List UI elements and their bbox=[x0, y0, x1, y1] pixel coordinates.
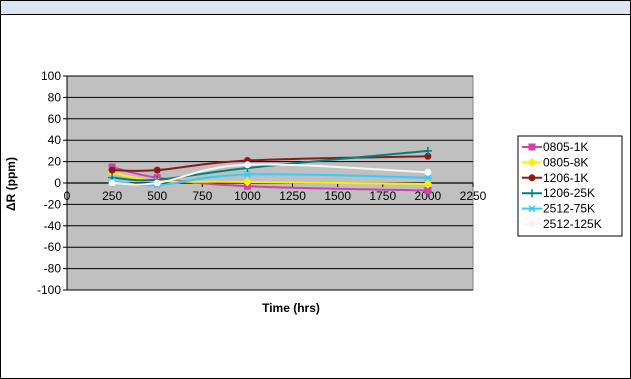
x-tick-label: 500 bbox=[147, 189, 167, 203]
data-point bbox=[243, 170, 252, 178]
legend-label: 2512-75K bbox=[543, 202, 595, 216]
series-line bbox=[111, 171, 428, 186]
header-band bbox=[1, 1, 630, 15]
data-point bbox=[243, 161, 251, 169]
x-tick-label: 1000 bbox=[234, 189, 261, 203]
x-tick-label: 0 bbox=[64, 189, 71, 203]
y-tick-label: -20 bbox=[44, 197, 62, 211]
data-point bbox=[153, 179, 161, 187]
x-tick-label: 250 bbox=[102, 189, 122, 203]
data-point bbox=[108, 166, 116, 174]
y-tick-label: 100 bbox=[41, 69, 61, 83]
legend-label: 0805-8K bbox=[543, 155, 588, 169]
legend-item: 1206-1K bbox=[522, 171, 588, 185]
data-point bbox=[423, 174, 432, 182]
y-tick-label: 60 bbox=[48, 112, 62, 126]
x-tick-label: 2250 bbox=[460, 189, 487, 203]
legend-box bbox=[517, 135, 623, 237]
x-tick-label: 750 bbox=[192, 189, 212, 203]
legend-item: 0805-8K bbox=[522, 155, 588, 169]
x-tick-label: 2000 bbox=[415, 189, 442, 203]
series-2512-125K bbox=[108, 161, 432, 187]
legend-label: 2512-125K bbox=[543, 217, 602, 231]
legend-item: 2512-75K bbox=[522, 202, 595, 216]
legend-marker bbox=[528, 220, 536, 228]
data-point bbox=[423, 179, 433, 189]
legend-item: 0805-1K bbox=[522, 140, 588, 154]
x-tick-label: 1750 bbox=[369, 189, 396, 203]
legend-label: 1206-1K bbox=[543, 171, 588, 185]
data-point bbox=[424, 186, 432, 194]
x-tick-label: 1250 bbox=[279, 189, 306, 203]
legend-label: 0805-1K bbox=[543, 140, 588, 154]
y-tick-label: -40 bbox=[44, 219, 62, 233]
y-tick-label: 80 bbox=[48, 90, 62, 104]
x-tick-label: 1500 bbox=[324, 189, 351, 203]
legend-item: 1206-25K bbox=[522, 186, 595, 200]
legend-label: 1206-25K bbox=[543, 186, 595, 200]
series-line bbox=[111, 165, 428, 192]
legend-marker bbox=[528, 174, 536, 182]
series-line bbox=[112, 149, 428, 182]
legend-marker bbox=[528, 143, 536, 151]
y-tick-label: 40 bbox=[48, 133, 62, 147]
legend-marker bbox=[528, 205, 536, 213]
data-point bbox=[424, 152, 432, 160]
y-tick-label: -100 bbox=[37, 283, 61, 297]
y-tick-label: -60 bbox=[44, 240, 62, 254]
legend-marker bbox=[527, 157, 537, 167]
data-point bbox=[424, 168, 432, 176]
y-tick-label: 0 bbox=[54, 176, 61, 190]
data-point bbox=[242, 177, 252, 187]
data-point bbox=[108, 179, 116, 187]
y-tick-label: 20 bbox=[48, 155, 62, 169]
data-point bbox=[423, 146, 432, 155]
x-axis-title: Time (hrs) bbox=[262, 301, 320, 315]
series-line bbox=[112, 163, 428, 186]
legend-marker bbox=[528, 189, 536, 198]
data-point bbox=[153, 166, 161, 174]
y-tick-label: -80 bbox=[44, 262, 62, 276]
legend-item: 2512-125K bbox=[522, 217, 602, 231]
y-axis-title: ΔR (ppm) bbox=[4, 157, 18, 211]
